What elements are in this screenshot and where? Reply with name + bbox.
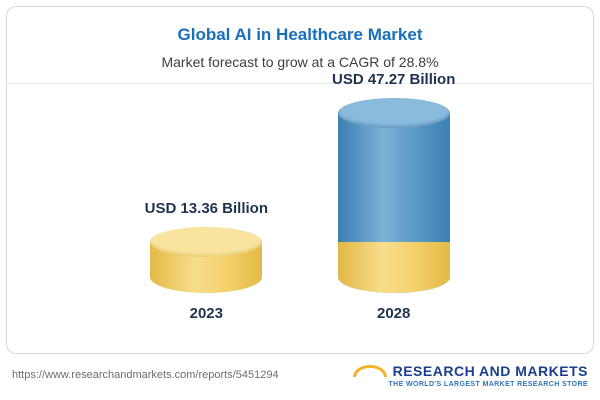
chart-card: Global AI in Healthcare Market Market fo…: [6, 6, 594, 354]
cylinder-bar-2023: [150, 227, 263, 293]
divider: [7, 83, 593, 84]
footer: https://www.researchandmarkets.com/repor…: [6, 356, 594, 394]
bar-column-2023: USD 13.36 Billion 2023: [145, 200, 268, 322]
value-label-2023: USD 13.36 Billion: [144, 200, 268, 217]
cylinder-cap-2023: [150, 227, 263, 257]
cylinder-bar-2028: [337, 98, 450, 293]
cylinder-base-segment-2028: [337, 242, 450, 293]
logo-tagline: THE WORLD'S LARGEST MARKET RESEARCH STOR…: [388, 380, 588, 388]
year-label-2028: 2028: [377, 305, 411, 322]
chart-title: Global AI in Healthcare Market: [177, 25, 423, 44]
research-and-markets-logo: RESEARCH AND MARKETS THE WORLD'S LARGEST…: [352, 362, 588, 388]
cylinder-cap-2028: [337, 98, 450, 128]
value-label-2028: USD 47.27 Billion: [332, 71, 456, 88]
chart-subtitle: Market forecast to grow at a CAGR of 28.…: [161, 54, 439, 70]
logo-text: RESEARCH AND MARKETS: [392, 362, 588, 379]
logo-arc-icon: [352, 364, 387, 377]
year-label-2023: 2023: [189, 305, 223, 322]
report-url-link[interactable]: https://www.researchandmarkets.com/repor…: [12, 369, 279, 381]
chart-area: USD 13.36 Billion 2023 USD 47.27 Billion…: [7, 71, 593, 326]
bar-column-2028: USD 47.27 Billion 2028: [332, 71, 455, 322]
